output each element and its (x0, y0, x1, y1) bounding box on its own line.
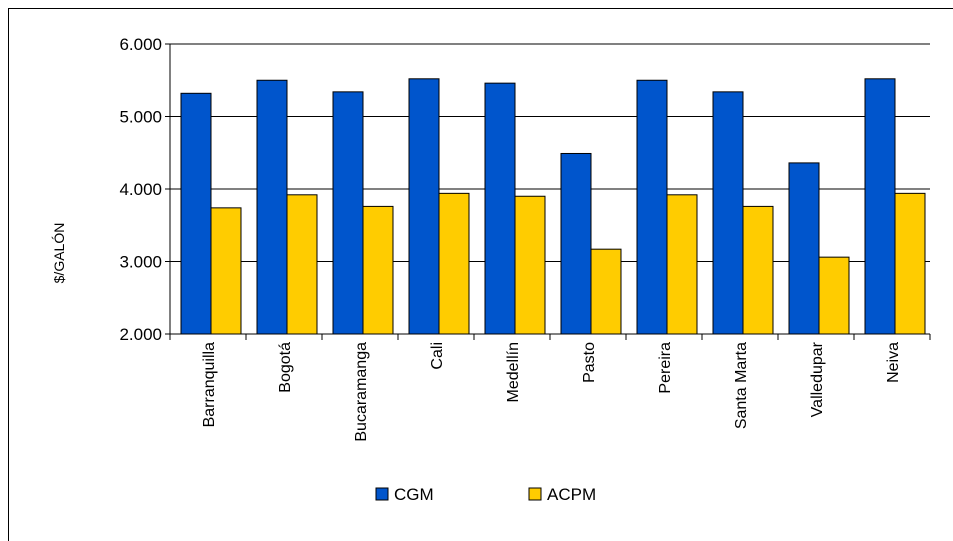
bar-cgm-9 (864, 78, 896, 335)
bar-acpm-6 (666, 194, 698, 335)
x-tick-label: Santa Marta (733, 342, 750, 429)
bar-cgm-2 (332, 91, 364, 335)
x-tick-label: Bucaramanga (353, 342, 370, 442)
y-tick-labels: 2.000 3.000 4.000 5.000 6.000 (119, 35, 162, 344)
x-tick-labels: Barranquilla Bogotá Bucaramanga Cali Medellí… (201, 341, 902, 441)
x-tick-label: Bogotá (277, 342, 294, 393)
y-tick-label: 6.000 (119, 35, 162, 54)
chart-frame (8, 8, 953, 541)
bar-acpm-3 (438, 192, 470, 335)
x-tick-label: Neiva (885, 342, 902, 383)
bar-cgm-5 (560, 152, 592, 335)
y-tick-label: 2.000 (119, 325, 162, 344)
bar-acpm-4 (514, 195, 546, 335)
legend-swatch-cgm (375, 487, 389, 501)
x-tick-label: Medellín (505, 342, 522, 402)
bar-cgm-6 (636, 79, 668, 335)
bar-acpm-2 (362, 205, 394, 335)
axes (165, 43, 931, 340)
bar-cgm-7 (712, 91, 744, 335)
y-tick-label: 3.000 (119, 253, 162, 272)
x-tick-label: Pereira (657, 342, 674, 394)
bar-acpm-8 (818, 256, 850, 335)
x-tick-label: Pasto (581, 342, 598, 383)
legend-label-cgm: CGM (394, 485, 434, 504)
legend: CGM ACPM (375, 485, 596, 504)
bar-acpm-1 (286, 194, 318, 335)
legend-swatch-acpm (528, 487, 542, 501)
bar-cgm-3 (408, 78, 440, 335)
x-tick-label: Valledupar (809, 341, 826, 417)
bar-cgm-8 (788, 162, 820, 335)
x-tick-label: Cali (429, 342, 446, 370)
y-tick-label: 5.000 (119, 108, 162, 127)
legend-label-acpm: ACPM (547, 485, 596, 504)
y-axis-label: $/GALÓN (51, 223, 67, 284)
bar-acpm-7 (742, 205, 774, 335)
bar-cgm-1 (256, 79, 288, 335)
bar-cgm-0 (180, 92, 212, 335)
bars (180, 78, 926, 335)
bar-acpm-9 (894, 192, 926, 335)
bar-cgm-4 (484, 82, 516, 335)
bar-acpm-0 (210, 207, 242, 335)
bar-acpm-5 (590, 248, 622, 335)
y-tick-label: 4.000 (119, 180, 162, 199)
x-tick-label: Barranquilla (201, 342, 218, 427)
